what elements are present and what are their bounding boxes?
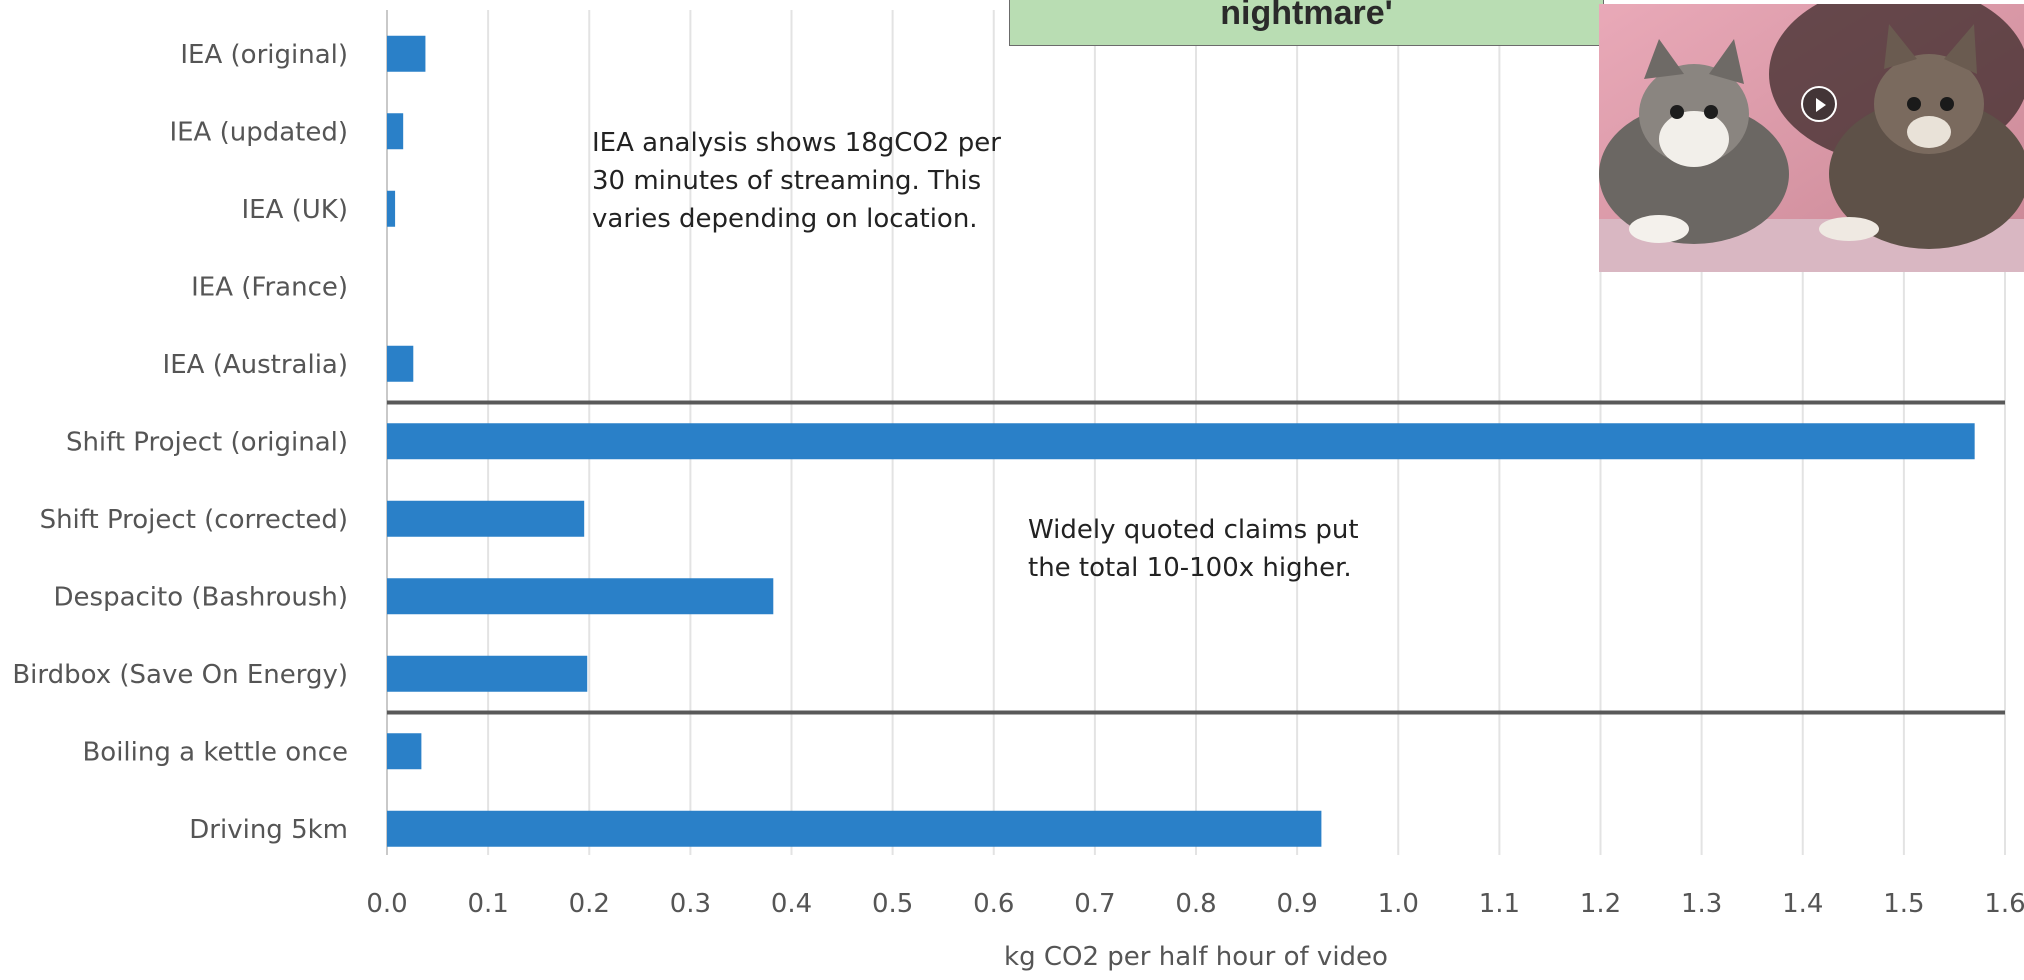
category-label: Shift Project (original) (66, 427, 348, 457)
x-tick-label: 0.5 (872, 889, 913, 919)
x-tick-label: 0.6 (973, 889, 1014, 919)
iea-annotation: IEA analysis shows 18gCO2 per 30 minutes… (592, 124, 1001, 238)
bar (387, 113, 404, 150)
x-tick-label: 0.7 (1074, 889, 1115, 919)
video-thumbnail[interactable] (1599, 4, 2024, 272)
x-tick-label: 1.3 (1681, 889, 1722, 919)
kittens-image (1599, 4, 2024, 272)
play-icon[interactable] (1801, 86, 1837, 122)
x-tick-label: 0.9 (1276, 889, 1317, 919)
iea-annotation-line: IEA analysis shows 18gCO2 per (592, 128, 1001, 158)
category-label: Boiling a kettle once (82, 737, 348, 767)
category-label: IEA (UK) (241, 195, 348, 225)
x-tick-label: 1.6 (1984, 889, 2024, 919)
group-separators (387, 400, 2005, 715)
bar (387, 655, 588, 692)
claims-annotation-line: the total 10-100x higher. (1028, 553, 1352, 583)
category-label: Despacito (Bashroush) (54, 582, 349, 612)
category-labels: IEA (original) IEA (updated) IEA (UK) IEA (… (12, 40, 348, 845)
category-label: Driving 5km (189, 815, 348, 845)
x-tick-label: 0.3 (670, 889, 711, 919)
bar (387, 190, 396, 227)
x-tick-label: 0.2 (569, 889, 610, 919)
x-tick-label: 1.1 (1479, 889, 1520, 919)
x-tick-label: 0.4 (771, 889, 812, 919)
category-label: IEA (France) (191, 272, 348, 302)
headline-text: nightmare' (1220, 0, 1393, 32)
x-tick-labels: 0.0 0.1 0.2 0.3 0.4 0.5 0.6 0.7 0.8 0.9 1.0 1.1 1.2 1… (366, 889, 2024, 919)
category-label: Birdbox (Save On Energy) (12, 660, 348, 690)
bar (387, 423, 1975, 460)
claims-annotation: Widely quoted claims put the total 10-10… (1028, 511, 1359, 587)
x-tick-label: 1.4 (1782, 889, 1823, 919)
x-tick-label: 1.2 (1580, 889, 1621, 919)
x-tick-label: 1.0 (1378, 889, 1419, 919)
x-tick-label: 0.1 (467, 889, 508, 919)
x-axis-title: kg CO2 per half hour of video (1004, 942, 1388, 972)
x-tick-label: 1.5 (1883, 889, 1924, 919)
x-tick-label: 0.0 (366, 889, 407, 919)
iea-annotation-line: varies depending on location. (592, 204, 978, 234)
category-label: IEA (Australia) (163, 350, 348, 380)
bars (387, 35, 1975, 847)
bar (387, 733, 422, 770)
bar (387, 810, 1322, 847)
bar (387, 500, 585, 537)
bar (387, 578, 774, 615)
category-label: Shift Project (corrected) (40, 505, 348, 535)
headline-banner: nightmare' (1009, 0, 1604, 46)
bar (387, 345, 414, 382)
category-label: IEA (updated) (169, 117, 348, 147)
iea-annotation-line: 30 minutes of streaming. This (592, 166, 982, 196)
x-tick-label: 0.8 (1175, 889, 1216, 919)
category-label: IEA (original) (180, 40, 348, 70)
claims-annotation-line: Widely quoted claims put (1028, 515, 1359, 545)
bar (387, 35, 426, 72)
